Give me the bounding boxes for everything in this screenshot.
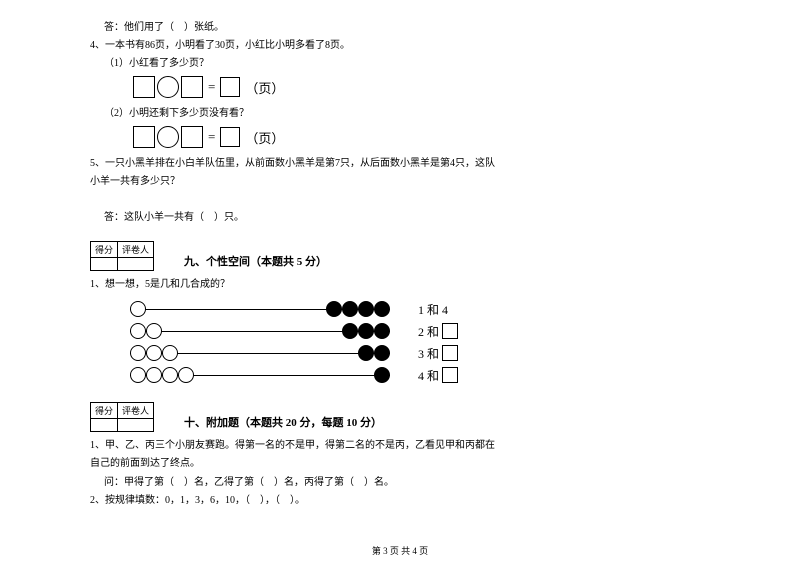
blank-box[interactable] [133, 126, 155, 148]
section-9-title: 九、个性空间（本题共 5 分） [184, 253, 327, 271]
s9-q1: 1、想一想，5是几和几合成的？ [90, 277, 710, 292]
bead-filled [342, 301, 358, 317]
score-label: 得分 [91, 403, 118, 419]
bead-empty [162, 345, 178, 361]
bead-filled [358, 301, 374, 317]
bead-empty [162, 367, 178, 383]
equation-2: = （页） [90, 126, 710, 148]
bead-filled [358, 323, 374, 339]
operator-circle[interactable] [157, 126, 179, 148]
bead-filled [374, 323, 390, 339]
bead-empty [130, 301, 146, 317]
answer-box[interactable] [442, 323, 458, 339]
grader-cell[interactable] [118, 419, 154, 432]
blank-box[interactable] [181, 76, 203, 98]
bead-filled [326, 301, 342, 317]
score-cell[interactable] [91, 258, 118, 271]
answer-box[interactable] [442, 367, 458, 383]
s10-q1-line2: 自己的前面到达了终点。 [90, 456, 710, 471]
q5-answer: 答：这队小羊一共有（ ）只。 [90, 210, 710, 225]
bead-empty [146, 367, 162, 383]
blank-box[interactable] [133, 76, 155, 98]
bead-empty [130, 323, 146, 339]
s10-q1-ask: 问：甲得了第（ ）名，乙得了第（ ）名，丙得了第（ ）名。 [90, 475, 710, 490]
bead-empty [146, 323, 162, 339]
unit-label: （页） [245, 78, 284, 97]
bead-empty [130, 367, 146, 383]
bead-label-2: 2 和 [418, 323, 458, 340]
q4-sub1: （1）小红看了多少页？ [90, 56, 710, 71]
blank-box[interactable] [181, 126, 203, 148]
grader-label: 评卷人 [118, 403, 154, 419]
q4-stem: 4、一本书有86页，小明看了30页，小红比小明多看了8页。 [90, 38, 710, 53]
q3-answer: 答：他们用了（ ）张纸。 [90, 20, 710, 35]
bead-empty [130, 345, 146, 361]
blank-box[interactable] [220, 77, 240, 97]
bead-row-3: 3 和 [130, 342, 710, 364]
bead-row-4: 4 和 [130, 364, 710, 386]
bead-label-1: 1 和 4 [418, 301, 448, 318]
equation-1: = （页） [90, 76, 710, 98]
operator-circle[interactable] [157, 76, 179, 98]
score-table: 得分 评卷人 [90, 241, 154, 271]
bead-row-1: 1 和 4 [130, 298, 710, 320]
q5-stem-2: 小羊一共有多少只？ [90, 174, 710, 189]
score-label: 得分 [91, 242, 118, 258]
bead-filled [358, 345, 374, 361]
section-9-header: 得分 评卷人 九、个性空间（本题共 5 分） [90, 241, 710, 271]
bead-label-4: 4 和 [418, 367, 458, 384]
s10-q2: 2、按规律填数：0，1，3，6，10，（ ），（ ）。 [90, 493, 710, 508]
grader-label: 评卷人 [118, 242, 154, 258]
page-footer: 第 3 页 共 4 页 [0, 544, 800, 557]
answer-box[interactable] [442, 345, 458, 361]
bead-label-3: 3 和 [418, 345, 458, 362]
bead-filled [374, 345, 390, 361]
bead-empty [178, 367, 194, 383]
section-10-header: 得分 评卷人 十、附加题（本题共 20 分，每题 10 分） [90, 402, 710, 432]
bead-filled [342, 323, 358, 339]
blank-box[interactable] [220, 127, 240, 147]
section-10-title: 十、附加题（本题共 20 分，每题 10 分） [184, 414, 382, 432]
q5-stem: 5、一只小黑羊排在小白羊队伍里，从前面数小黑羊是第7只，从后面数小黑羊是第4只，… [90, 156, 710, 171]
q4-sub2: （2）小明还剩下多少页没有看？ [90, 106, 710, 121]
score-cell[interactable] [91, 419, 118, 432]
bead-diagram: 1 和 4 2 和 [90, 298, 710, 386]
bead-filled [374, 367, 390, 383]
equals-sign: = [208, 129, 215, 145]
bead-empty [146, 345, 162, 361]
equals-sign: = [208, 79, 215, 95]
grader-cell[interactable] [118, 258, 154, 271]
s10-q1-line1: 1、甲、乙、丙三个小朋友赛跑。得第一名的不是甲，得第二名的不是丙，乙看见甲和丙都… [90, 438, 710, 453]
score-table: 得分 评卷人 [90, 402, 154, 432]
bead-row-2: 2 和 [130, 320, 710, 342]
bead-filled [374, 301, 390, 317]
unit-label: （页） [245, 128, 284, 147]
